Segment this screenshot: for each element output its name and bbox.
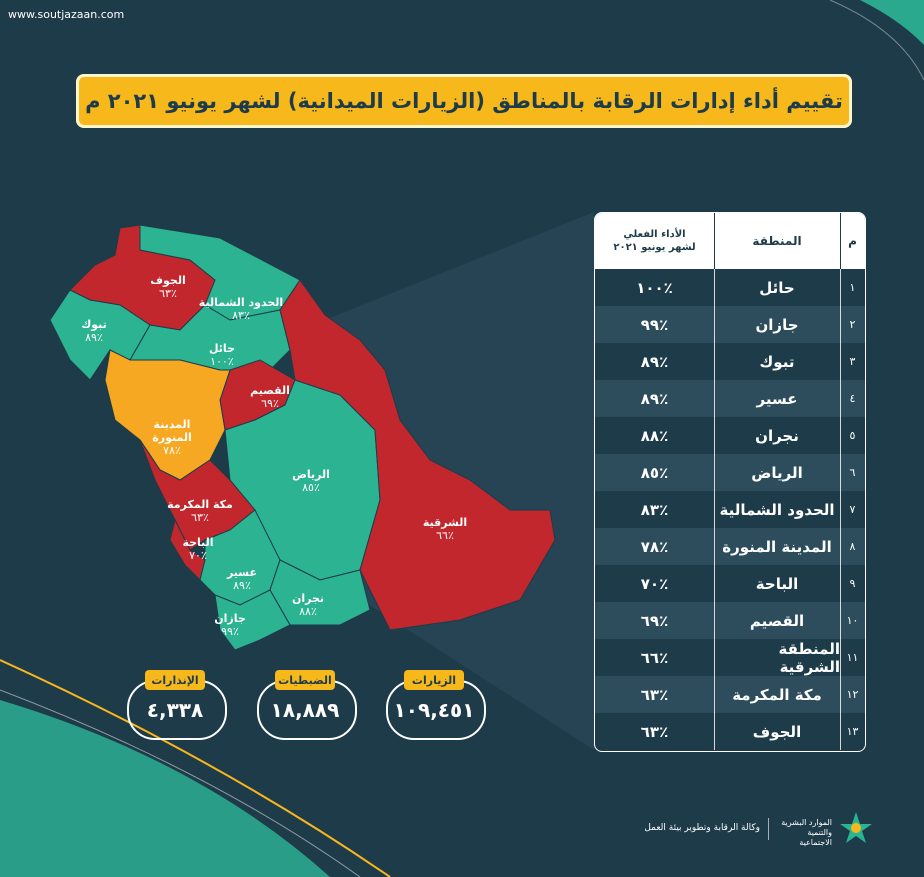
row-num: ٣ (849, 355, 856, 368)
row-region: عسير (756, 389, 798, 408)
row-num: ١٣ (846, 725, 859, 738)
header-num: م (848, 234, 857, 248)
row-num: ٦ (849, 466, 856, 479)
watermark-text: www.soutjazaan.com (8, 8, 125, 21)
map-region-eastern (279, 279, 556, 631)
map-region-jazan (214, 589, 291, 651)
performance-table: م المنطقة الأداء الفعلي لشهر يونيو ٢٠٢١ ١… (594, 212, 866, 752)
table-row: ٥ نجران ٪٨٨ (595, 417, 865, 454)
map-label-madinah: المدينة المنورة ٪٧٨ (152, 418, 192, 457)
row-performance: ٪٩٩ (640, 315, 669, 334)
row-region: القصيم (749, 611, 805, 630)
stat-visits: الزيارات ١٠٩,٤٥١ (386, 670, 486, 740)
row-region: حائل (759, 278, 795, 297)
stat-seizures-label: الضبطيات (275, 670, 335, 690)
row-region: مكة المكرمة (732, 685, 822, 704)
row-performance: ٪٦٣ (640, 685, 669, 704)
stat-visits-value: ١٠٩,٤٥١ (393, 698, 475, 722)
row-performance: ٪١٠٠ (636, 278, 673, 297)
row-performance: ٪٦٩ (640, 611, 669, 630)
row-performance: ٪٨٨ (640, 426, 669, 445)
map-label-riyadh: الرياض ٪٨٥ (292, 468, 330, 494)
row-region: الجوف (752, 722, 802, 741)
footer-agency: وكالة الرقابة وتطوير بيئة العمل (644, 823, 760, 833)
stat-warnings-label: الإنذارات (145, 670, 205, 690)
row-num: ١٠ (846, 614, 859, 627)
map-label-asir: عسير ٪٨٩ (226, 566, 258, 592)
row-num: ١٢ (846, 688, 859, 701)
map-label-najran: نجران ٪٨٨ (291, 592, 325, 618)
table-header: م المنطقة الأداء الفعلي لشهر يونيو ٢٠٢١ (595, 213, 865, 269)
row-performance: ٪٧٨ (640, 537, 669, 556)
row-num: ١١ (846, 651, 859, 664)
row-region: الرياض (751, 463, 803, 482)
table-row: ٧ الحدود الشمالية ٪٨٣ (595, 491, 865, 528)
table-row: ٢ جازان ٪٩٩ (595, 306, 865, 343)
map-region-madinah (104, 349, 231, 481)
map-label-tabuk: تبوك ٪٨٩ (81, 318, 107, 344)
table-row: ١ حائل ٪١٠٠ (595, 269, 865, 306)
map-label-baha: الباحة ٪٧٠ (182, 536, 214, 562)
row-region: الباحة (755, 574, 799, 593)
table-row: ٨ المدينة المنورة ٪٧٨ (595, 528, 865, 565)
saudi-map (49, 224, 556, 651)
row-region: جازان (755, 315, 799, 334)
stat-seizures-value: ١٨,٨٨٩ (270, 698, 340, 722)
row-region: المدينة المنورة (722, 537, 832, 556)
table-row: ١٣ الجوف ٪٦٣ (595, 713, 865, 750)
ministry-name: الموارد البشرية والتنمية الاجتماعية (781, 818, 832, 847)
row-performance: ٪٧٠ (640, 574, 669, 593)
stat-warnings: الإنذارات ٤,٣٣٨ (127, 670, 227, 740)
row-num: ٩ (849, 577, 856, 590)
header-region: المنطقة (752, 234, 802, 248)
table-row: ١١ المنطقة الشرقية ٪٦٦ (595, 639, 865, 676)
row-num: ٤ (849, 392, 856, 405)
row-num: ٨ (849, 540, 856, 553)
page-title: تقييم أداء إدارات الرقابة بالمناطق (الزي… (85, 89, 843, 113)
stat-seizures: الضبطيات ١٨,٨٨٩ (257, 670, 357, 740)
ministry-logo-icon (840, 812, 872, 843)
stat-warnings-value: ٤,٣٣٨ (146, 698, 204, 722)
row-region: نجران (755, 426, 799, 445)
table-row: ١٢ مكة المكرمة ٪٦٣ (595, 676, 865, 713)
table-row: ٩ الباحة ٪٧٠ (595, 565, 865, 602)
footer-divider (768, 818, 769, 840)
row-region: تبوك (759, 352, 795, 371)
stat-visits-label: الزيارات (404, 670, 464, 690)
row-performance: ٪٦٣ (640, 722, 669, 741)
row-num: ٥ (849, 429, 856, 442)
map-label-northern-borders: الحدود الشمالية ٪٨٣ (198, 296, 284, 322)
table-row: ٣ تبوك ٪٨٩ (595, 343, 865, 380)
header-performance: الأداء الفعلي لشهر يونيو ٢٠٢١ (613, 229, 696, 253)
row-performance: ٪٨٩ (640, 352, 669, 371)
row-num: ١ (849, 281, 856, 294)
row-num: ٧ (849, 503, 856, 516)
row-performance: ٪٨٩ (640, 389, 669, 408)
row-region: الحدود الشمالية (719, 500, 835, 519)
map-label-hail: حائل ٪١٠٠ (208, 342, 235, 368)
table-row: ٦ الرياض ٪٨٥ (595, 454, 865, 491)
map-label-makkah: مكة المكرمة ٪٦٣ (167, 498, 233, 524)
map-label-jouf: الجوف ٪٦٣ (150, 274, 186, 300)
row-performance: ٪٨٣ (640, 500, 669, 519)
table-row: ٤ عسير ٪٨٩ (595, 380, 865, 417)
row-region: المنطقة الشرقية (778, 639, 840, 676)
row-performance: ٪٦٦ (640, 648, 669, 667)
title-banner: تقييم أداء إدارات الرقابة بالمناطق (الزي… (76, 74, 852, 128)
map-label-jazan: جازان ٪٩٩ (214, 612, 246, 638)
row-num: ٢ (849, 318, 856, 331)
table-row: ١٠ القصيم ٪٦٩ (595, 602, 865, 639)
map-label-eastern: الشرقية ٪٦٦ (422, 516, 468, 542)
map-label-qassim: القصيم ٪٦٩ (250, 384, 290, 410)
row-performance: ٪٨٥ (640, 463, 669, 482)
